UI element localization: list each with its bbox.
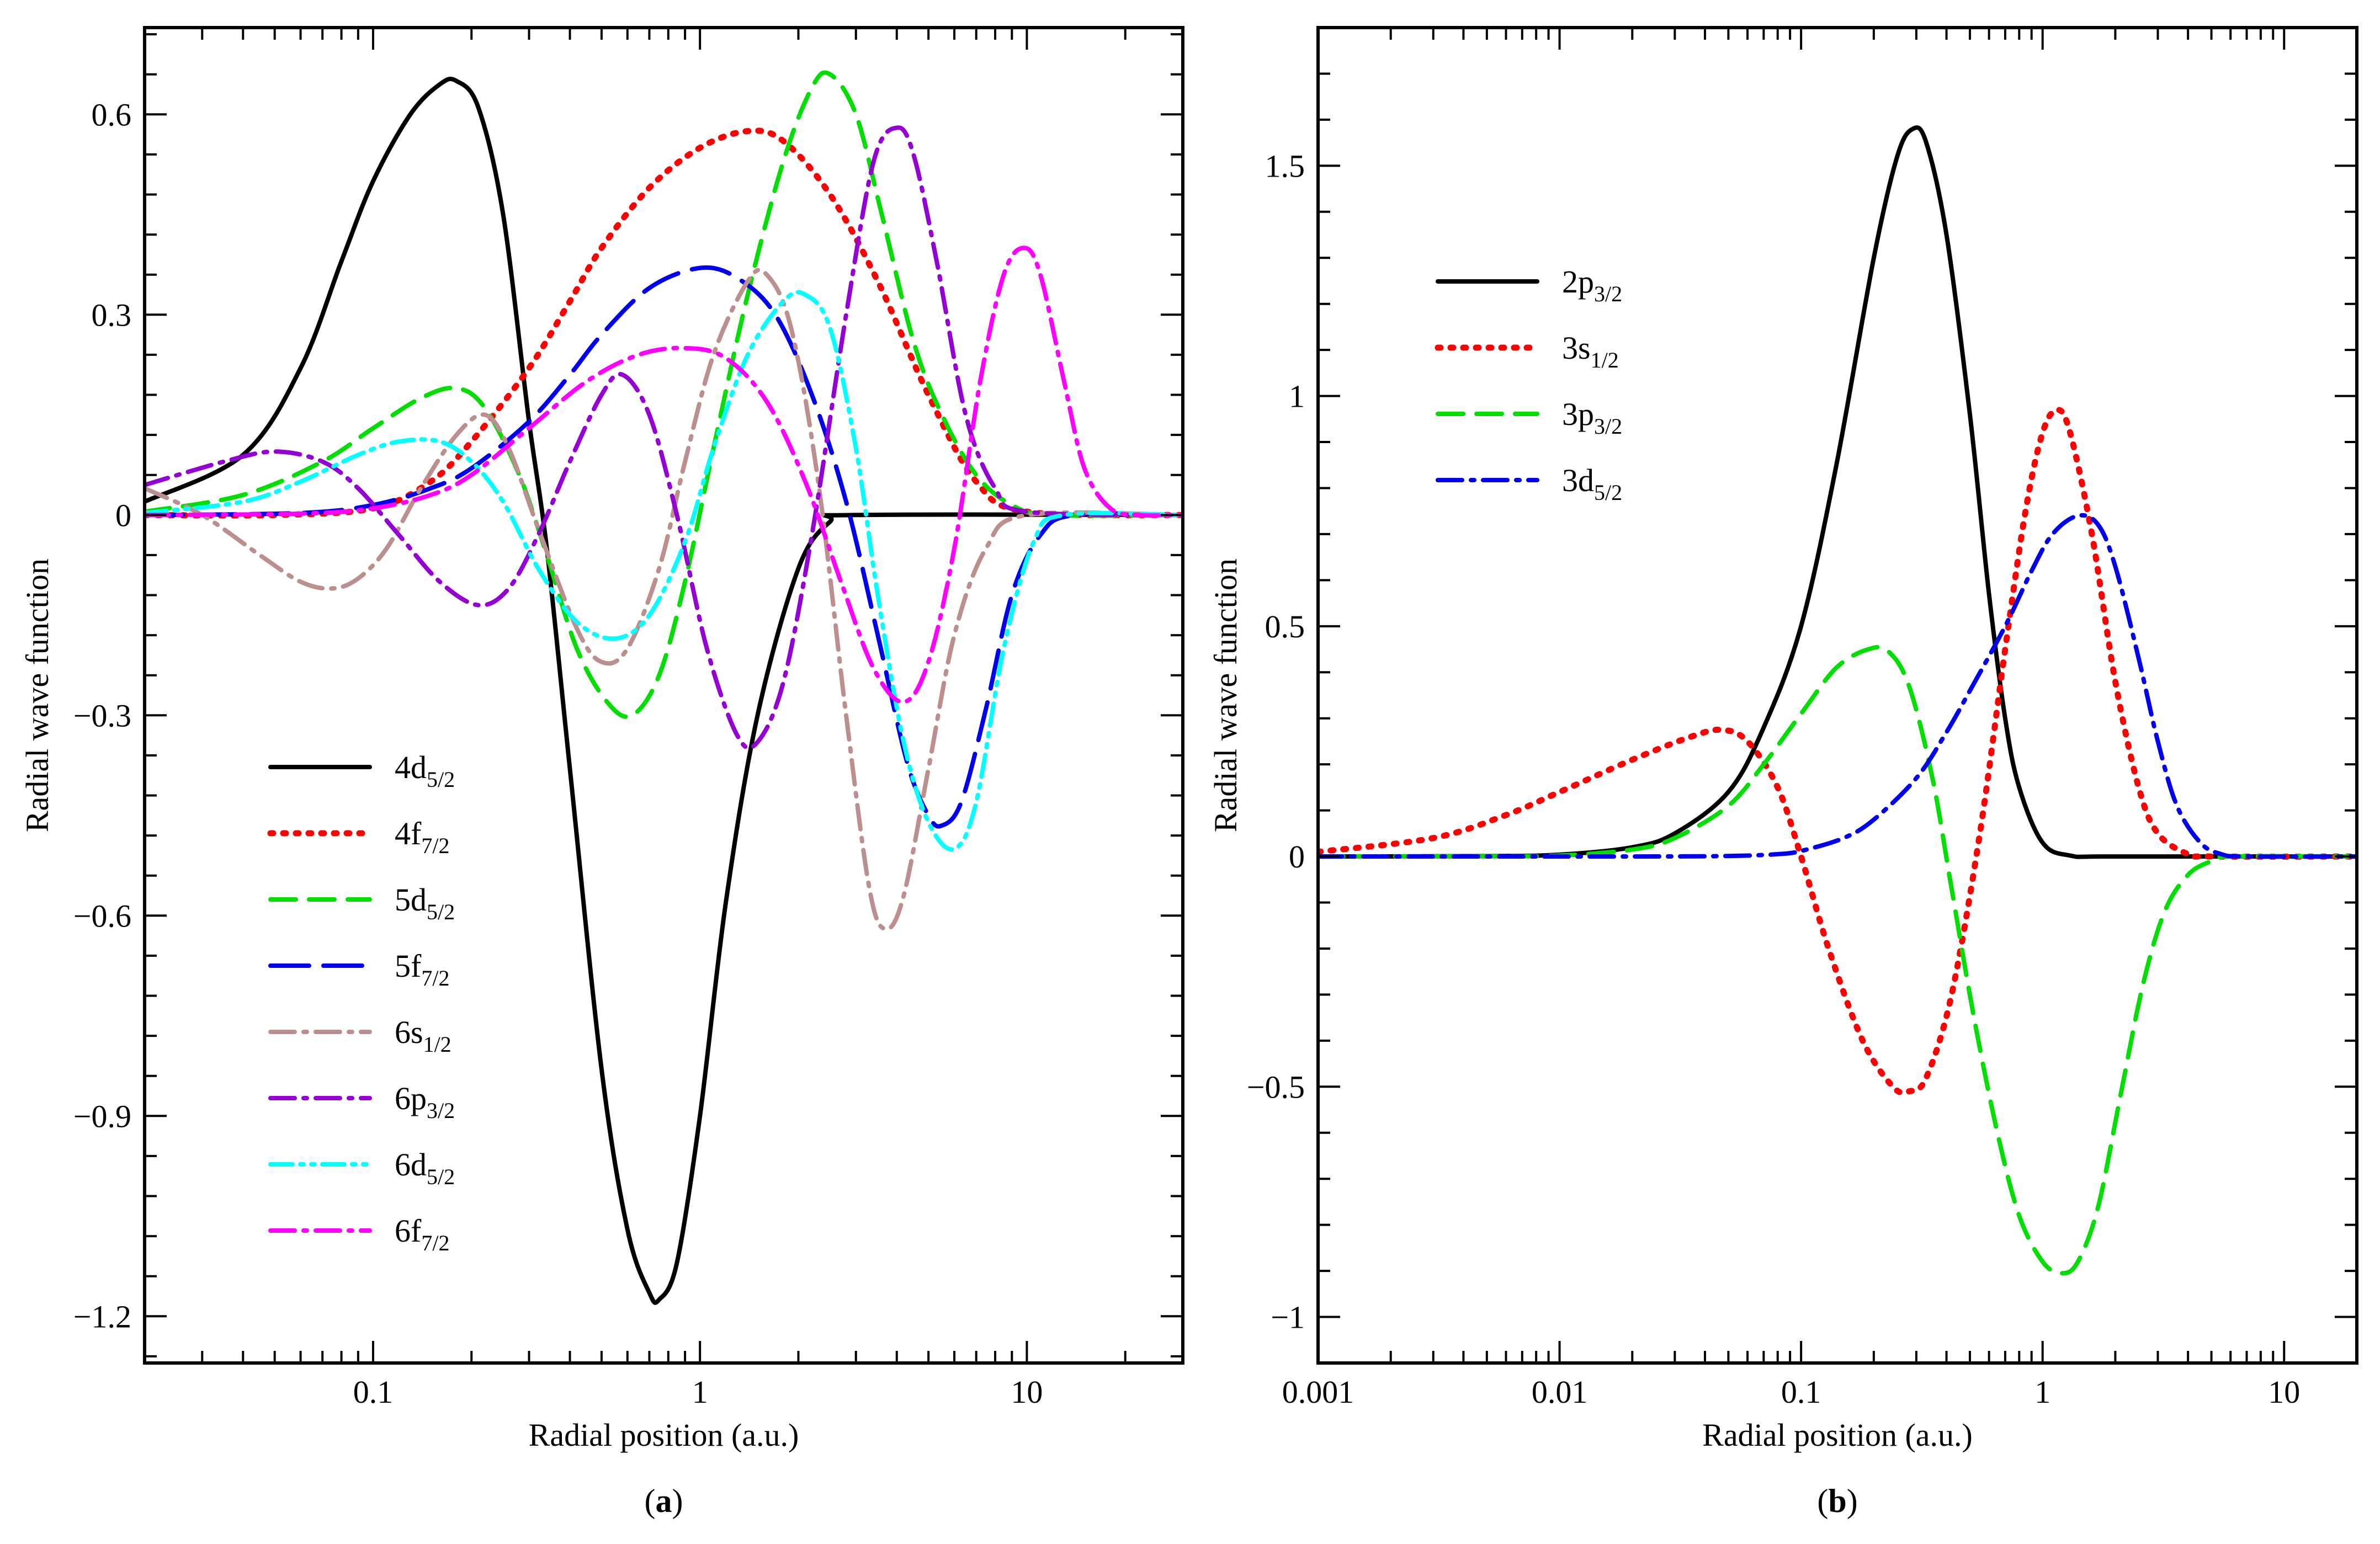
x-axis-title: Radial position (a.u.) bbox=[1702, 1417, 1973, 1453]
series-line-6d-a bbox=[145, 290, 1183, 852]
panel-label-b: (b) bbox=[1817, 1483, 1857, 1519]
x-tick-label: 0.01 bbox=[1532, 1374, 1588, 1410]
y-tick-label: 0.5 bbox=[1265, 609, 1305, 645]
legend-label-3p: 3p3/2 bbox=[1562, 396, 1622, 439]
legend-label-2p: 2p3/2 bbox=[1562, 264, 1622, 306]
x-tick-label: 10 bbox=[2268, 1374, 2300, 1410]
legend-label-6d: 6d5/2 bbox=[395, 1147, 455, 1189]
legend-b: 2p3/2 3s1/2 3p3/2 3d5/2 bbox=[1435, 264, 1622, 505]
y-axis-title: Radial wave function bbox=[1208, 558, 1244, 832]
x-tick-label: 1 bbox=[2034, 1374, 2050, 1410]
x-tick-label: 10 bbox=[1011, 1374, 1043, 1410]
series-line-6f-a bbox=[145, 246, 1183, 705]
x-tick-label: 1 bbox=[692, 1374, 708, 1410]
series-line-3s-b bbox=[1318, 407, 2357, 1096]
legend-label-3d: 3d5/2 bbox=[1562, 462, 1622, 505]
y-tick-label: −0.6 bbox=[73, 898, 131, 934]
chart-panel-b: 0.001 0.01 0.1 1 10 1.5 1 0.5 0 −0.5 −1 Radial posi… bbox=[1208, 26, 2358, 1519]
x-tick-label: 0.1 bbox=[353, 1374, 394, 1410]
legend-a: 4d5/2 4f7/2 5d5/2 5f7/2 6s1/2 6p3/2 6d5/2 6f7/2 bbox=[267, 749, 455, 1255]
series-line-5d-a bbox=[145, 70, 1183, 719]
legend-label-6s: 6s1/2 bbox=[395, 1014, 451, 1057]
x-tick-label: 0.1 bbox=[1781, 1374, 1821, 1410]
plot-frame-a bbox=[143, 26, 1184, 1365]
y-tick-label: 0 bbox=[1289, 839, 1305, 875]
legend-label-6p: 6p3/2 bbox=[395, 1080, 455, 1123]
series-line-2p-b bbox=[1318, 125, 2357, 859]
legend-label-5f: 5f7/2 bbox=[395, 948, 449, 991]
y-tick-label: −0.9 bbox=[73, 1098, 131, 1134]
series-line-6p-a bbox=[145, 125, 1183, 750]
y-tick-label: 0.6 bbox=[92, 97, 132, 132]
series-line-3d-b bbox=[1318, 513, 2357, 859]
y-tick-label: 1 bbox=[1289, 379, 1305, 414]
x-tick-label: 0.001 bbox=[1282, 1374, 1354, 1410]
y-tick-label: −1.2 bbox=[73, 1298, 131, 1334]
series-line-5f-a bbox=[145, 265, 1183, 829]
legend-label-4d: 4d5/2 bbox=[395, 749, 455, 792]
legend-label-4f: 4f7/2 bbox=[395, 816, 449, 858]
plot-frame-b bbox=[1316, 26, 2358, 1365]
legend-label-3s: 3s1/2 bbox=[1562, 330, 1619, 372]
y-tick-label: −1 bbox=[1271, 1300, 1305, 1335]
legend-label-6f: 6f7/2 bbox=[395, 1213, 449, 1255]
legend-label-5d: 5d5/2 bbox=[395, 882, 455, 924]
y-tick-label: 0 bbox=[115, 497, 131, 533]
panel-label-a: (a) bbox=[645, 1483, 683, 1519]
chart-panel-a: 0.1 1 10 0.6 0.3 0 −0.3 −0.6 −0.9 −1.2 Radial posi… bbox=[19, 26, 1184, 1519]
y-tick-label: −0.5 bbox=[1247, 1069, 1305, 1105]
y-axis-title: Radial wave function bbox=[19, 558, 55, 832]
series-line-3p-b bbox=[1318, 645, 2357, 1276]
series-line-4d-a bbox=[145, 76, 1183, 1305]
y-tick-label: 1.5 bbox=[1265, 148, 1305, 184]
y-tick-label: −0.3 bbox=[73, 698, 131, 733]
y-tick-label: 0.3 bbox=[92, 297, 132, 333]
x-axis-title: Radial position (a.u.) bbox=[529, 1417, 799, 1453]
series-line-6s-a bbox=[145, 267, 1183, 931]
